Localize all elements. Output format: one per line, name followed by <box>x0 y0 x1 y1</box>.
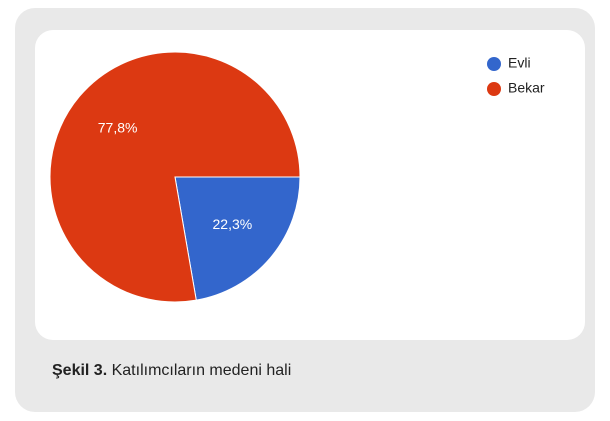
pie-slice <box>49 51 301 303</box>
legend-swatch <box>487 57 501 71</box>
slice-label: 77,8% <box>98 119 138 135</box>
caption-text: Katılımcıların medeni hali <box>112 362 292 379</box>
caption: Şekil 3. Katılımcıların medeni hali <box>52 362 291 379</box>
slice-label: 22,3% <box>213 216 253 232</box>
legend-label: Bekar <box>508 80 545 96</box>
legend-swatch <box>487 82 501 96</box>
legend-label: Evli <box>508 55 531 71</box>
pie-slice <box>174 176 301 301</box>
caption-label: Şekil 3. <box>52 362 107 379</box>
